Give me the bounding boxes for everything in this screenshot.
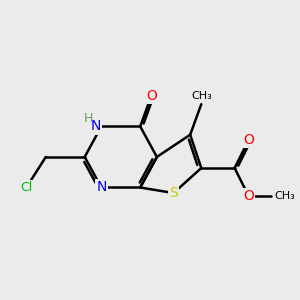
- Text: O: O: [243, 189, 254, 203]
- Text: O: O: [243, 133, 254, 147]
- Text: S: S: [169, 186, 178, 200]
- Text: O: O: [146, 89, 157, 103]
- Text: N: N: [91, 119, 101, 134]
- Text: CH₃: CH₃: [275, 191, 296, 201]
- Text: CH₃: CH₃: [191, 92, 212, 101]
- Text: Cl: Cl: [20, 181, 32, 194]
- Text: N: N: [96, 181, 106, 194]
- Text: H: H: [84, 112, 94, 124]
